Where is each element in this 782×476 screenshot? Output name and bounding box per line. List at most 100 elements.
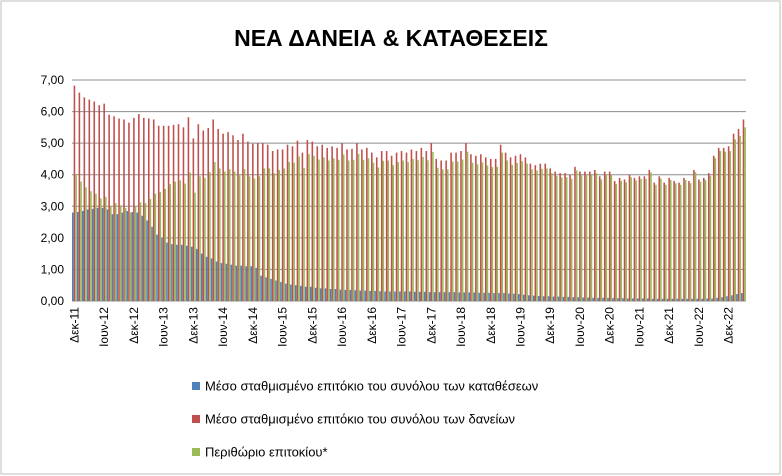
bar <box>584 171 586 301</box>
bar <box>138 114 140 302</box>
bar <box>481 162 484 301</box>
bar <box>232 135 234 301</box>
x-tick-label: Ιουν-15 <box>276 307 290 347</box>
bar <box>385 151 388 301</box>
bar <box>290 284 292 301</box>
bar <box>739 135 741 301</box>
bar <box>554 171 556 301</box>
bar <box>627 298 629 301</box>
bar <box>346 149 348 301</box>
bar <box>372 162 375 301</box>
bar <box>217 128 219 301</box>
x-tick-label: Ιουν-13 <box>157 307 171 347</box>
bar <box>319 288 322 301</box>
bar <box>546 168 548 301</box>
bar <box>499 144 502 301</box>
bar <box>260 275 262 301</box>
bar <box>438 292 441 301</box>
bar <box>147 118 150 301</box>
bar <box>420 147 423 301</box>
bar <box>90 191 92 301</box>
bar <box>161 237 163 301</box>
bar <box>151 226 153 301</box>
bar <box>109 206 112 301</box>
bar <box>603 171 606 301</box>
bar <box>630 177 632 301</box>
bar <box>157 125 160 302</box>
bar <box>172 124 175 302</box>
bar <box>455 152 457 301</box>
bar <box>486 165 489 301</box>
bar <box>194 192 196 301</box>
bar <box>205 256 208 301</box>
bar <box>617 298 619 301</box>
bar <box>656 298 659 301</box>
bar <box>301 152 304 301</box>
bar <box>108 114 110 301</box>
bar <box>691 298 694 301</box>
bar <box>192 138 195 301</box>
bar <box>618 177 621 301</box>
bar <box>446 169 449 301</box>
bar <box>615 183 618 301</box>
bar <box>724 151 727 301</box>
bar <box>470 154 472 301</box>
bar <box>598 176 601 301</box>
bar <box>703 177 705 301</box>
bar <box>324 288 327 301</box>
bar <box>440 160 442 301</box>
bar <box>496 166 499 301</box>
bar <box>304 286 307 301</box>
bar <box>121 212 124 301</box>
bar <box>179 180 181 301</box>
x-tick-label: Ιουν-17 <box>395 307 409 347</box>
bar <box>405 152 408 301</box>
x-tick-label: Ιουν-20 <box>573 307 587 347</box>
bar <box>352 159 355 301</box>
bar <box>570 178 573 301</box>
bar <box>521 161 523 301</box>
bar <box>313 155 315 301</box>
bar <box>722 147 725 301</box>
bar <box>380 151 383 301</box>
bar <box>430 143 433 301</box>
legend-swatch <box>192 382 200 390</box>
bar <box>281 149 284 301</box>
chart-title: ΝΕΑ ΔΑΝΕΙΑ & ΚΑΤΑΘΕΣΕΙΣ <box>234 25 548 51</box>
bar <box>240 265 243 301</box>
bar <box>214 162 216 301</box>
bar <box>76 211 79 301</box>
bar <box>679 184 682 301</box>
bar <box>569 174 571 301</box>
bar <box>698 179 700 301</box>
bar <box>318 159 320 301</box>
legend-label: Περιθώριο επιτοκίου* <box>205 445 328 460</box>
bar <box>473 292 475 301</box>
bar <box>233 171 236 301</box>
bar <box>594 169 596 301</box>
bar <box>252 143 254 301</box>
bar <box>734 139 737 301</box>
bar <box>204 177 206 301</box>
bar <box>219 168 221 301</box>
bar <box>567 296 570 301</box>
bar <box>113 116 115 301</box>
bar <box>468 292 471 301</box>
bar <box>210 258 213 301</box>
bar <box>390 155 393 301</box>
bar <box>428 292 431 301</box>
bar <box>493 293 495 301</box>
bar <box>261 143 264 301</box>
bar <box>81 211 84 301</box>
bar <box>136 212 138 301</box>
bar <box>688 181 690 301</box>
bar <box>195 248 198 301</box>
bar <box>329 289 332 301</box>
bar <box>610 174 613 301</box>
bar <box>181 244 183 301</box>
bar <box>665 184 667 301</box>
bar <box>72 212 74 301</box>
bar <box>608 171 611 301</box>
bar <box>547 296 550 301</box>
bar <box>427 160 429 301</box>
